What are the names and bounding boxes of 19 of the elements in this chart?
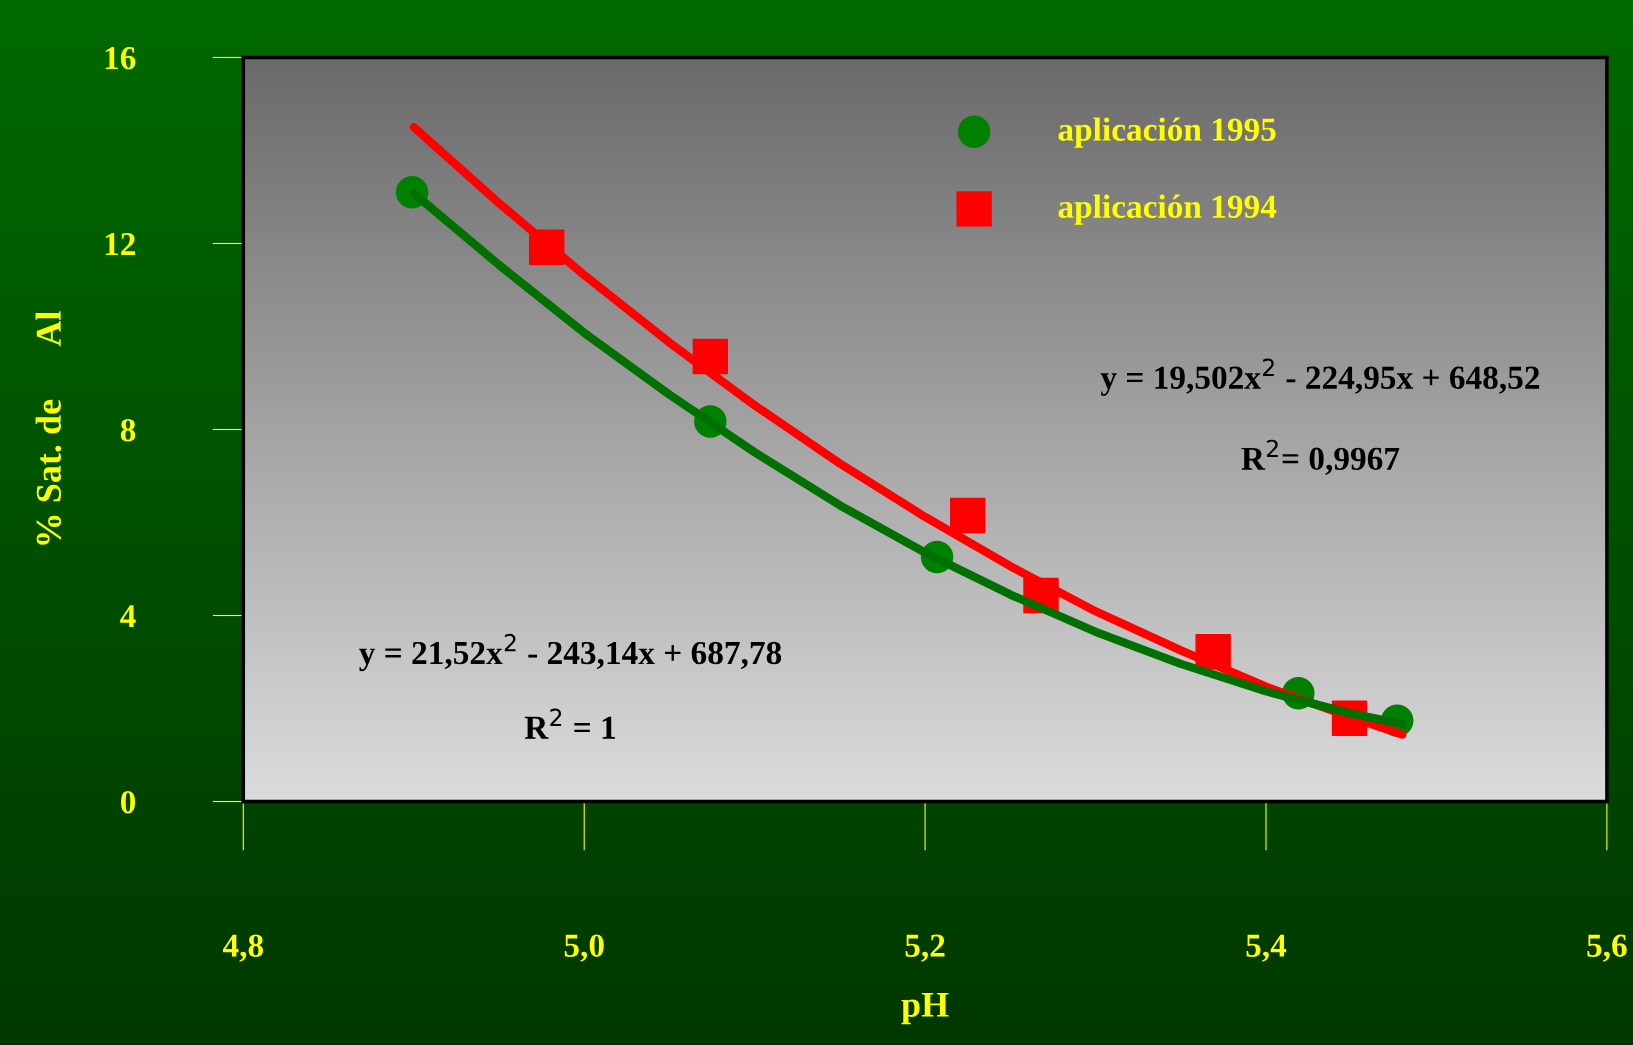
- x-tick-label: 5,2: [905, 934, 945, 962]
- y-tick-label: 4: [120, 605, 136, 628]
- annotation: y = 19,502x$^{2}$ - 224,95x + 648,52: [1100, 358, 1540, 396]
- x-tick-label: 5,0: [564, 934, 604, 962]
- legend-label: aplicación 1994: [1058, 194, 1277, 225]
- x-tick-label: 5,4: [1246, 934, 1287, 962]
- annotation: y = 21,52x$^{2}$ - 243,14x + 687,78: [359, 633, 782, 672]
- y-tick-label: 0: [120, 790, 136, 814]
- x-tick-label: 4,8: [222, 934, 264, 962]
- y-tick-label: 12: [105, 232, 135, 256]
- y-axis-title: % Sat. de Al: [35, 311, 62, 545]
- annotation: R$^{2}$= 0,9967: [1241, 439, 1400, 475]
- x-axis-title: pH: [901, 992, 949, 1025]
- annotation: R$^{2}$ = 1: [524, 708, 615, 739]
- y-tick-label: 16: [105, 46, 136, 70]
- legend-label: aplicación 1995: [1058, 117, 1276, 148]
- point: [950, 497, 986, 534]
- x-tick-label: 5,6: [1587, 934, 1627, 962]
- y-tick-label: 8: [120, 418, 136, 442]
